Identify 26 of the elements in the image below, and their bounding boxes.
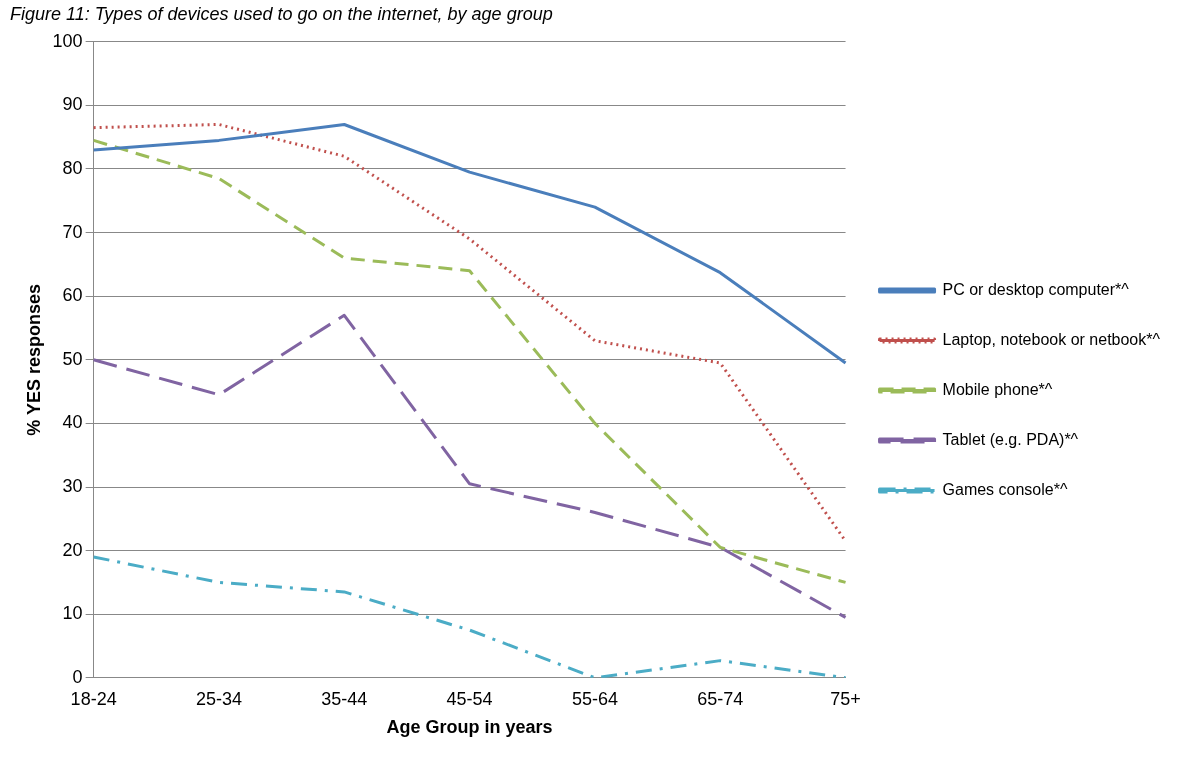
y-axis-title: % YES responses xyxy=(23,283,44,436)
legend-label: Tablet (e.g. PDA)*^ xyxy=(942,430,1079,448)
legend-label: Laptop, notebook or netbook*^ xyxy=(942,330,1161,348)
legend-label: PC or desktop computer*^ xyxy=(942,280,1130,298)
y-tick-label: 90 xyxy=(62,94,83,115)
y-tick-label: 70 xyxy=(62,221,83,242)
legend-label: Games console*^ xyxy=(942,480,1068,498)
x-tick-label: 18-24 xyxy=(70,688,117,709)
y-tick-label: 20 xyxy=(62,539,83,560)
y-tick-label: 30 xyxy=(62,475,83,496)
x-tick-label: 35-44 xyxy=(321,688,368,709)
chart-title: Figure 11: Types of devices used to go on the internet, by age group xyxy=(9,3,554,26)
legend-label: Mobile phone*^ xyxy=(942,380,1053,398)
y-tick-label: 80 xyxy=(62,157,83,178)
x-axis-title: Age Group in years xyxy=(386,717,553,738)
y-tick-label: 40 xyxy=(62,412,83,433)
x-tick-label: 65-74 xyxy=(697,688,744,709)
y-tick-label: 10 xyxy=(62,603,83,624)
x-tick-label: 25-34 xyxy=(195,688,242,709)
x-tick-label: 55-64 xyxy=(571,688,618,709)
y-tick-label: 100 xyxy=(52,30,83,51)
x-tick-label: 75+ xyxy=(830,688,861,709)
y-tick-label: 60 xyxy=(62,285,83,306)
x-tick-label: 45-54 xyxy=(446,688,493,709)
y-tick-label: 0 xyxy=(72,666,83,687)
y-tick-label: 50 xyxy=(62,348,83,369)
